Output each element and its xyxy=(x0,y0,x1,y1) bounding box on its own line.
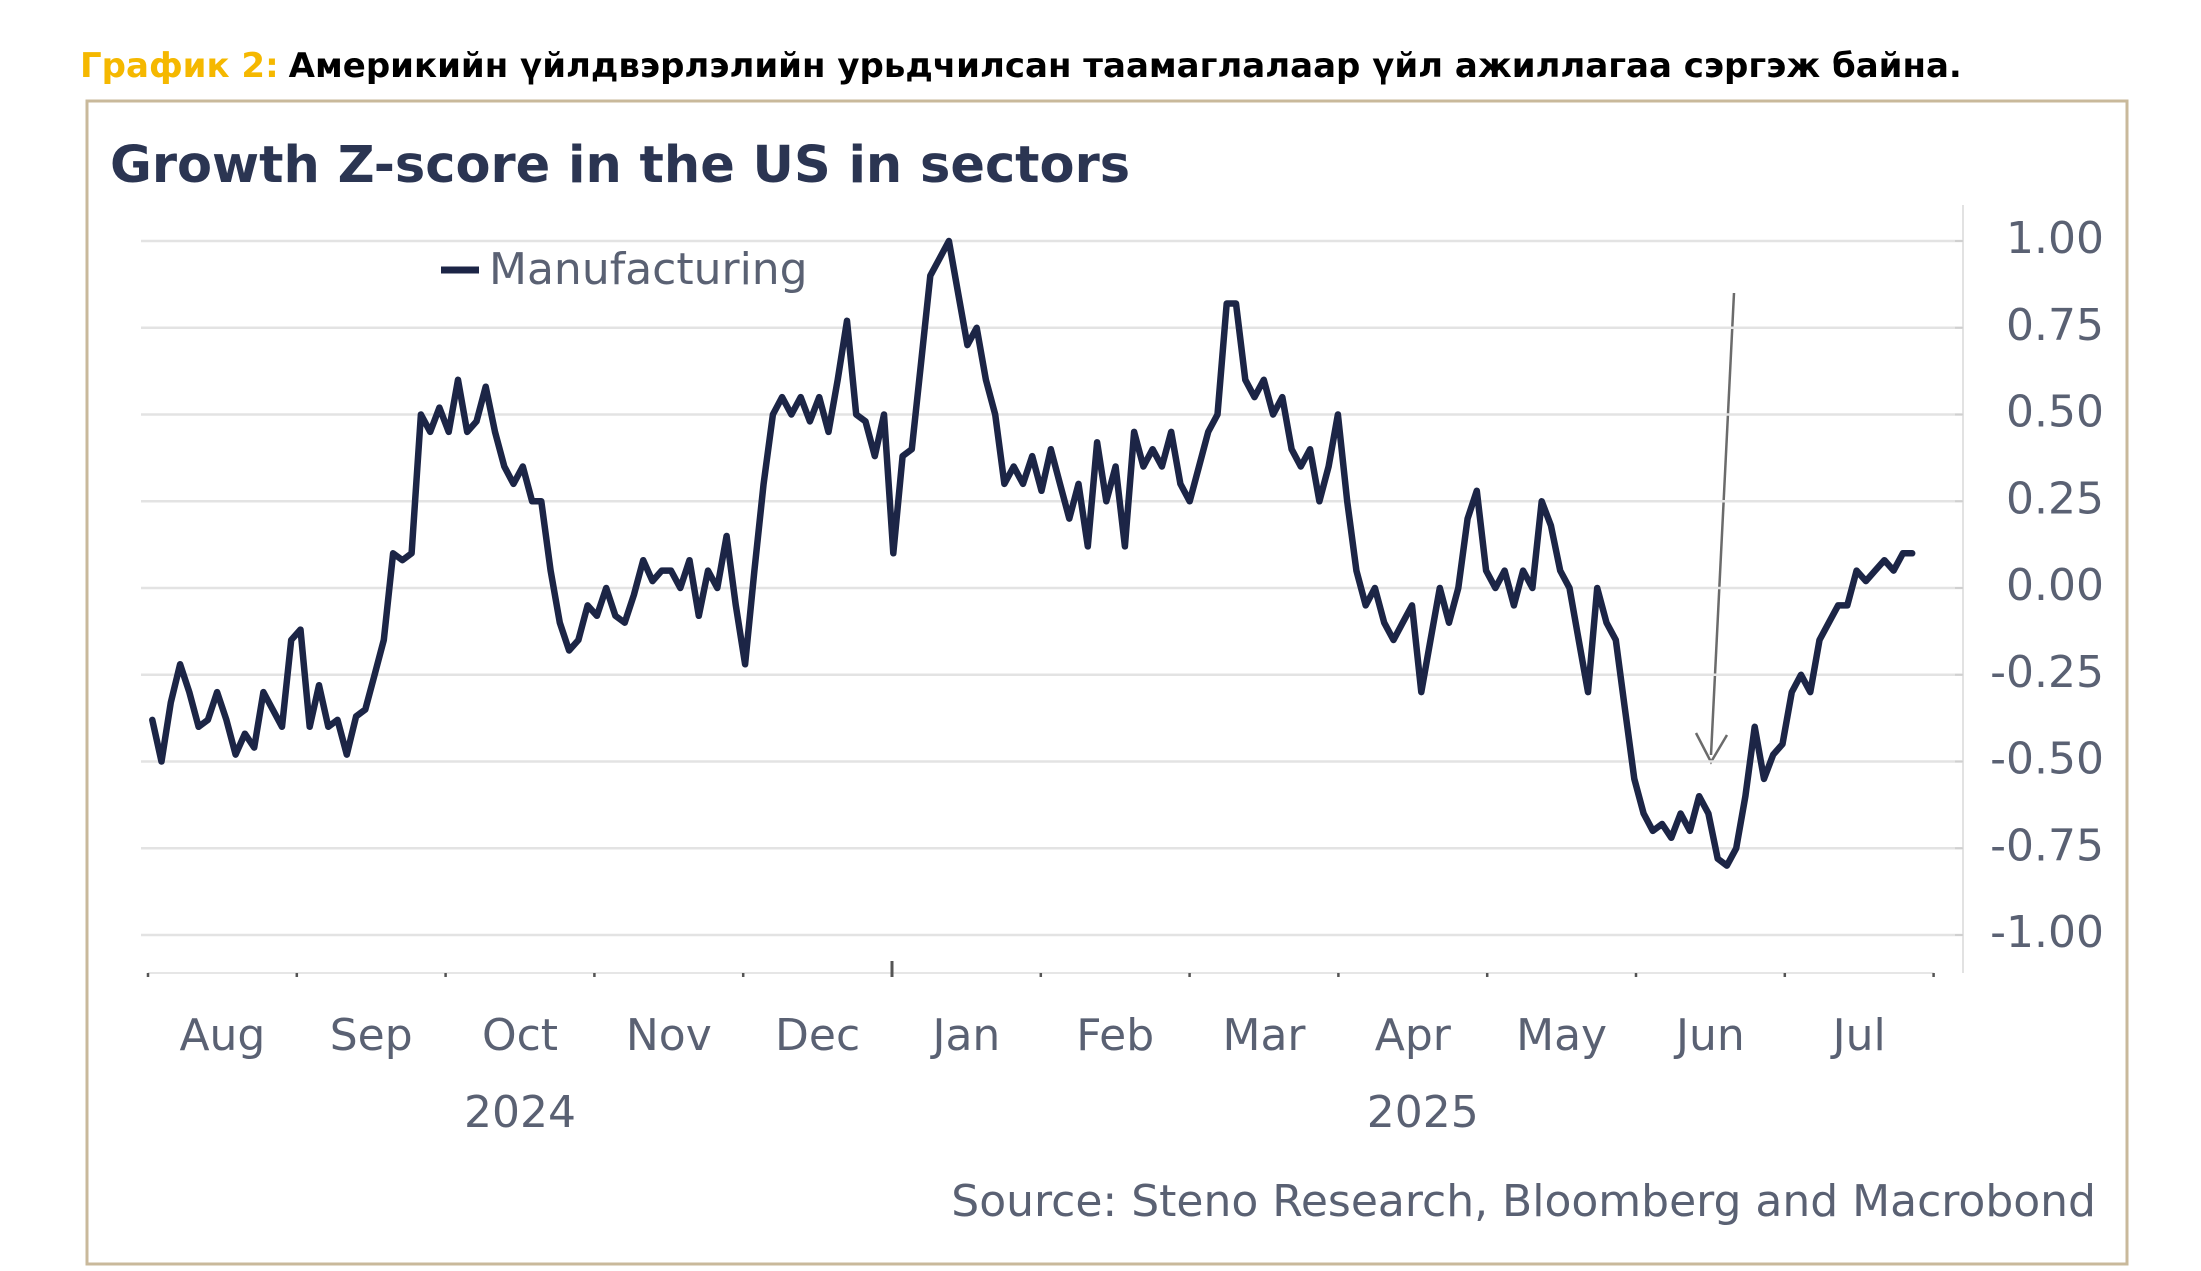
headline: График 2: Америкийн үйлдвэрлэлийн урьдчил… xyxy=(80,46,1962,86)
source: Source: Steno Research, Bloomberg and Ma… xyxy=(951,1176,2096,1227)
y-tick-label: -0.50 xyxy=(1990,734,2104,785)
y-tick-label: 0.00 xyxy=(2006,560,2104,611)
x-tick-label: Jan xyxy=(929,1010,1000,1061)
x-tick-label: Sep xyxy=(330,1010,413,1061)
x-tick-label: Feb xyxy=(1076,1010,1154,1061)
y-tick-label: 0.50 xyxy=(2006,387,2104,438)
year-label: 2024 xyxy=(464,1087,576,1138)
chart-title: Growth Z-score in the US in sectors xyxy=(110,136,1130,195)
x-tick-label: Oct xyxy=(482,1010,558,1061)
y-tick-label: -1.00 xyxy=(1990,907,2104,958)
year-label: 2025 xyxy=(1367,1087,1479,1138)
x-tick-label: Jun xyxy=(1673,1010,1745,1061)
x-tick-label: Nov xyxy=(626,1010,712,1061)
legend-label: Manufacturing xyxy=(489,244,808,295)
headline-label: График 2: xyxy=(80,46,279,86)
x-tick-label: Mar xyxy=(1222,1010,1306,1061)
line-series xyxy=(149,237,1916,869)
y-tick-label: 0.25 xyxy=(2006,473,2104,524)
x-tick-label: Dec xyxy=(775,1010,860,1061)
y-tick-label: 0.75 xyxy=(2006,300,2104,351)
x-tick-label: May xyxy=(1516,1010,1607,1061)
y-tick-label: 1.00 xyxy=(2006,213,2104,264)
y-tick-label: -0.75 xyxy=(1990,820,2104,871)
x-tick-label: Apr xyxy=(1375,1010,1452,1061)
y-tick-label: -0.25 xyxy=(1990,647,2104,698)
frame xyxy=(85,99,2129,1266)
headline-text: Америкийн үйлдвэрлэлийн урьдчилсан таама… xyxy=(289,46,1962,86)
x-tick-label: Aug xyxy=(179,1010,265,1061)
x-tick-label: Jul xyxy=(1830,1010,1886,1061)
annotation-arrow xyxy=(1709,292,1736,756)
